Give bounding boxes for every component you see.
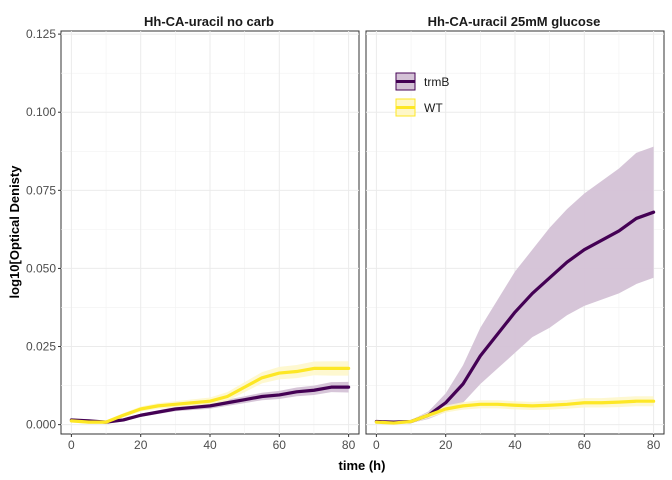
gridlines-no-carb	[61, 31, 359, 434]
panel-no-carb: Hh-CA-uracil no carb	[60, 14, 360, 435]
y-tick-label: 0.125	[26, 27, 56, 41]
x-tick-label: 0	[68, 438, 75, 452]
panel-title-no-carb: Hh-CA-uracil no carb	[144, 14, 274, 29]
x-tick-label: 0	[373, 438, 380, 452]
panel-title-glucose: Hh-CA-uracil 25mM glucose	[428, 14, 601, 29]
ribbon-trmB	[71, 381, 349, 424]
x-tick-label: 20	[439, 438, 453, 452]
x-axis: 0 20 40 60 80 0 20 40 60 80	[68, 434, 661, 452]
lines-no-carb	[69, 366, 351, 424]
legend-label-WT: WT	[424, 101, 443, 115]
line-WT	[69, 366, 351, 424]
y-tick-label: 0.000	[26, 418, 56, 432]
line-WT	[374, 399, 656, 425]
x-tick-label: 80	[342, 438, 356, 452]
y-tick-label: 0.050	[26, 261, 56, 275]
legend-label-trmB: trmB	[424, 75, 449, 89]
x-tick-label: 40	[508, 438, 522, 452]
ribbon-trmB	[376, 146, 654, 424]
y-tick-label: 0.075	[26, 183, 56, 197]
y-tick-label: 0.025	[26, 340, 56, 354]
lines-glucose	[374, 210, 656, 425]
x-tick-label: 80	[647, 438, 661, 452]
x-tick-label: 40	[203, 438, 217, 452]
panel-glucose: Hh-CA-uracil 25mM glucose	[365, 14, 665, 435]
y-axis-title: log10[Optical Denisty	[7, 165, 22, 299]
x-axis-title: time (h)	[339, 458, 386, 473]
y-axis: 0.000 0.025 0.050 0.075 0.100 0.125	[26, 27, 61, 432]
x-tick-label: 60	[273, 438, 287, 452]
x-tick-label: 20	[134, 438, 148, 452]
line-trmB	[69, 385, 351, 424]
legend: trmB WT	[395, 72, 449, 117]
y-tick-label: 0.100	[26, 105, 56, 119]
x-tick-label: 60	[578, 438, 592, 452]
